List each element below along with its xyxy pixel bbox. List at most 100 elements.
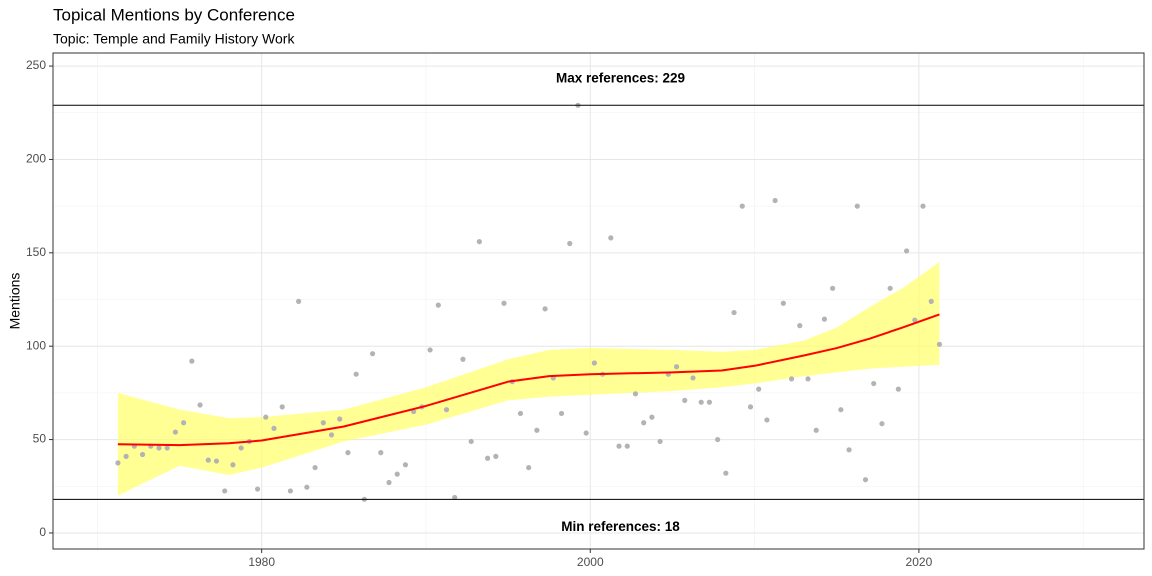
point <box>435 302 441 308</box>
point <box>903 248 910 254</box>
chart-subtitle: Topic: Temple and Family History Work <box>53 31 295 47</box>
y-tick-label: 200 <box>26 152 46 166</box>
point <box>238 445 244 451</box>
point <box>394 471 400 477</box>
point <box>337 416 343 422</box>
y-tick-label: 250 <box>26 58 46 72</box>
point <box>830 285 836 291</box>
point <box>871 380 877 387</box>
reference-label: Max references: 229 <box>556 71 685 86</box>
point <box>312 464 318 471</box>
point <box>813 427 819 433</box>
chart-title: Topical Mentions by Conference <box>53 5 295 24</box>
y-tick-label: 0 <box>39 525 46 539</box>
point <box>213 458 220 464</box>
point <box>838 407 844 413</box>
point <box>846 447 852 453</box>
point <box>690 375 696 381</box>
point <box>715 436 721 443</box>
point <box>452 494 458 501</box>
point <box>296 298 302 304</box>
point <box>706 399 713 405</box>
point <box>534 427 540 433</box>
point <box>583 430 589 436</box>
point <box>542 306 548 312</box>
point <box>632 391 639 397</box>
point <box>476 239 482 245</box>
point <box>353 371 359 377</box>
point <box>764 417 770 423</box>
point <box>772 197 778 204</box>
point <box>608 235 614 241</box>
point <box>328 432 335 438</box>
point <box>263 414 269 420</box>
point <box>673 364 680 370</box>
point <box>805 376 811 382</box>
y-tick-label: 150 <box>26 245 46 259</box>
point <box>197 402 203 408</box>
point <box>378 450 384 456</box>
point <box>205 457 211 463</box>
point <box>484 455 491 461</box>
point <box>279 404 285 410</box>
point <box>304 484 310 490</box>
point <box>386 479 392 486</box>
point <box>756 386 762 392</box>
point <box>641 420 647 426</box>
point <box>427 347 433 353</box>
point <box>369 351 376 357</box>
point <box>468 438 474 445</box>
point <box>271 425 277 431</box>
point <box>920 203 926 209</box>
point <box>115 460 121 466</box>
point <box>788 376 795 382</box>
point <box>912 317 918 323</box>
x-tick-label: 2000 <box>577 555 604 569</box>
x-tick-label: 1980 <box>248 555 275 569</box>
point <box>526 464 532 471</box>
point <box>649 414 655 420</box>
point <box>123 453 129 459</box>
point <box>493 453 499 459</box>
point <box>862 477 869 483</box>
point <box>189 358 195 364</box>
point <box>747 404 754 410</box>
point <box>698 399 704 405</box>
point <box>682 397 688 403</box>
y-tick-label: 50 <box>33 432 47 446</box>
point <box>797 323 803 329</box>
point <box>345 450 351 456</box>
reference-label: Min references: 18 <box>561 519 680 534</box>
point <box>895 386 901 392</box>
point <box>254 486 261 492</box>
x-tick-label: 2020 <box>906 555 933 569</box>
point <box>731 309 737 316</box>
point <box>780 300 786 306</box>
point <box>139 451 146 458</box>
point <box>181 420 187 426</box>
point <box>854 203 860 209</box>
panel-border <box>52 52 1145 550</box>
point <box>443 407 450 413</box>
point <box>172 429 179 435</box>
point <box>460 356 466 362</box>
point <box>230 462 236 468</box>
point <box>887 285 893 291</box>
point <box>567 240 573 247</box>
point <box>501 300 507 306</box>
point <box>739 203 745 209</box>
point <box>222 488 228 494</box>
point <box>928 298 934 304</box>
point <box>156 445 162 451</box>
point <box>164 445 170 451</box>
point <box>320 420 326 426</box>
point <box>591 360 597 366</box>
point <box>657 438 663 445</box>
point <box>616 443 622 449</box>
smooth-line <box>117 313 940 447</box>
y-axis-label: Mentions <box>7 273 23 330</box>
point <box>879 421 885 427</box>
point <box>624 443 630 449</box>
point <box>402 462 409 468</box>
